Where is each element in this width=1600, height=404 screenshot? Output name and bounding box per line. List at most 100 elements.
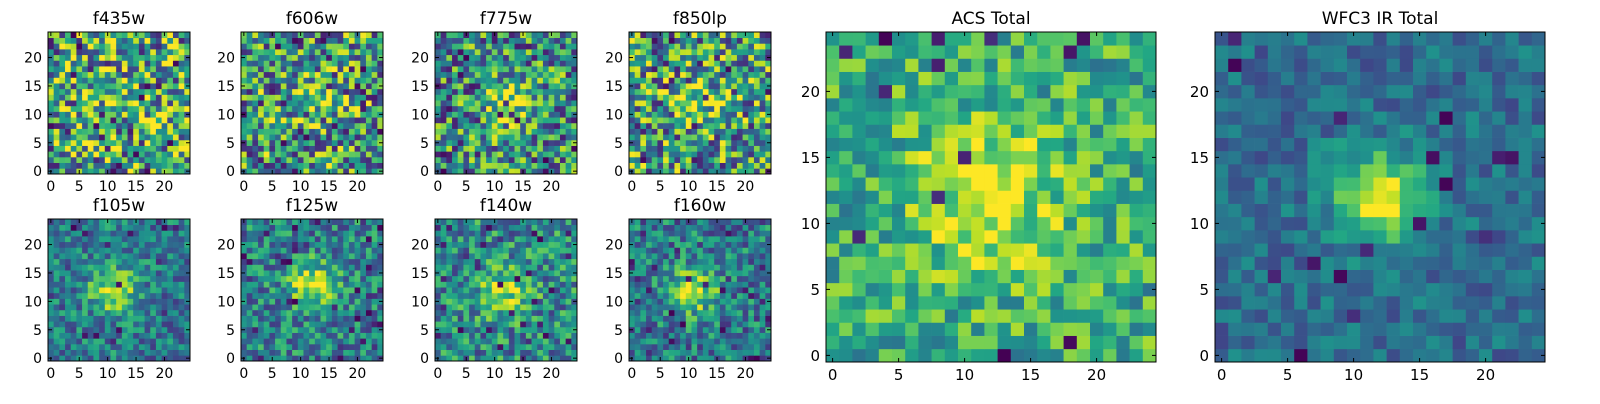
heatmap-cell bbox=[709, 310, 715, 316]
heatmap-cell bbox=[754, 117, 760, 123]
y-tick-label: 0 bbox=[420, 164, 429, 180]
heatmap-cell bbox=[99, 100, 105, 106]
heatmap-cell bbox=[537, 350, 543, 356]
heatmap-cell bbox=[680, 32, 686, 38]
heatmap-cell bbox=[71, 270, 77, 276]
heatmap-cell bbox=[179, 83, 185, 89]
heatmap-cell bbox=[281, 230, 287, 236]
heatmap-cell bbox=[286, 117, 292, 123]
heatmap-cell bbox=[497, 106, 503, 112]
heatmap-cell bbox=[452, 55, 458, 61]
heatmap-cell bbox=[54, 134, 60, 140]
heatmap-cell bbox=[469, 89, 475, 95]
heatmap-cell bbox=[150, 276, 156, 282]
heatmap-cell bbox=[76, 43, 82, 49]
heatmap-cell bbox=[515, 253, 521, 259]
heatmap-cell bbox=[765, 72, 771, 78]
heatmap-cell bbox=[76, 344, 82, 350]
heatmap-cell bbox=[635, 304, 641, 310]
heatmap-cell bbox=[355, 338, 361, 344]
heatmap-cell bbox=[128, 230, 134, 236]
heatmap-cell bbox=[515, 38, 521, 44]
heatmap-cell bbox=[71, 287, 77, 293]
heatmap-cell bbox=[71, 89, 77, 95]
heatmap-cell bbox=[765, 316, 771, 322]
heatmap-cell bbox=[298, 242, 304, 248]
heatmap-cell bbox=[139, 270, 145, 276]
heatmap-cell bbox=[691, 327, 697, 333]
heatmap-cell bbox=[105, 338, 111, 344]
heatmap-cell bbox=[526, 225, 532, 231]
heatmap-cell bbox=[475, 310, 481, 316]
heatmap-cell bbox=[663, 168, 669, 174]
heatmap-cell bbox=[720, 89, 726, 95]
heatmap-cell bbox=[133, 66, 139, 72]
heatmap-cell bbox=[145, 38, 151, 44]
heatmap-cell bbox=[760, 281, 766, 287]
heatmap-cell bbox=[663, 134, 669, 140]
heatmap-cell bbox=[697, 66, 703, 72]
heatmap-cell bbox=[669, 293, 675, 299]
heatmap-cell bbox=[99, 230, 105, 236]
heatmap-cell bbox=[145, 304, 151, 310]
heatmap-cell bbox=[321, 112, 327, 118]
heatmap-cell bbox=[543, 219, 549, 225]
heatmap-cell bbox=[652, 151, 658, 157]
heatmap-cell bbox=[179, 100, 185, 106]
heatmap-cell bbox=[139, 293, 145, 299]
heatmap-cell bbox=[173, 304, 179, 310]
heatmap-cell bbox=[366, 146, 372, 152]
heatmap-cell bbox=[509, 259, 515, 265]
heatmap-cell bbox=[714, 106, 720, 112]
heatmap-cell bbox=[765, 333, 771, 339]
heatmap-cell bbox=[162, 38, 168, 44]
heatmap-cell bbox=[435, 281, 441, 287]
heatmap-cell bbox=[349, 299, 355, 305]
heatmap-cell bbox=[503, 225, 509, 231]
heatmap-cell bbox=[292, 146, 298, 152]
heatmap-cell bbox=[486, 270, 492, 276]
heatmap-cell bbox=[128, 327, 134, 333]
heatmap-cell bbox=[486, 230, 492, 236]
heatmap-cell bbox=[663, 151, 669, 157]
heatmap-cell bbox=[372, 66, 378, 72]
heatmap-cell bbox=[59, 355, 65, 361]
heatmap-cell bbox=[520, 276, 526, 282]
heatmap-cell bbox=[754, 38, 760, 44]
panel-title: f435w bbox=[93, 9, 145, 29]
heatmap-cell bbox=[275, 72, 281, 78]
heatmap-cell bbox=[286, 310, 292, 316]
heatmap-cell bbox=[475, 112, 481, 118]
heatmap-cell bbox=[566, 146, 572, 152]
heatmap-cell bbox=[128, 276, 134, 282]
heatmap-cell bbox=[748, 100, 754, 106]
heatmap-cell bbox=[241, 293, 247, 299]
heatmap-cell bbox=[247, 299, 253, 305]
x-tick-label: 0 bbox=[627, 179, 636, 195]
heatmap-cell bbox=[99, 276, 105, 282]
heatmap-cell bbox=[145, 140, 151, 146]
heatmap-cell bbox=[377, 259, 383, 265]
heatmap-cell bbox=[475, 168, 481, 174]
heatmap-cell bbox=[332, 55, 338, 61]
heatmap-cell bbox=[162, 293, 168, 299]
heatmap-cell bbox=[286, 146, 292, 152]
heatmap-cell bbox=[349, 350, 355, 356]
heatmap-cell bbox=[292, 94, 298, 100]
heatmap-cell bbox=[105, 344, 111, 350]
heatmap-cell bbox=[446, 89, 452, 95]
heatmap-cell bbox=[184, 117, 190, 123]
heatmap-cell bbox=[731, 89, 737, 95]
heatmap-cell bbox=[492, 350, 498, 356]
heatmap-cell bbox=[93, 163, 99, 169]
heatmap-cell bbox=[315, 32, 321, 38]
heatmap-cell bbox=[145, 43, 151, 49]
heatmap-cell bbox=[275, 77, 281, 83]
heatmap-cell bbox=[726, 55, 732, 61]
heatmap-cell bbox=[726, 112, 732, 118]
heatmap-cell bbox=[326, 157, 332, 163]
heatmap-cell bbox=[435, 66, 441, 72]
heatmap-cell bbox=[315, 72, 321, 78]
heatmap-cell bbox=[93, 60, 99, 66]
heatmap-cell bbox=[737, 77, 743, 83]
